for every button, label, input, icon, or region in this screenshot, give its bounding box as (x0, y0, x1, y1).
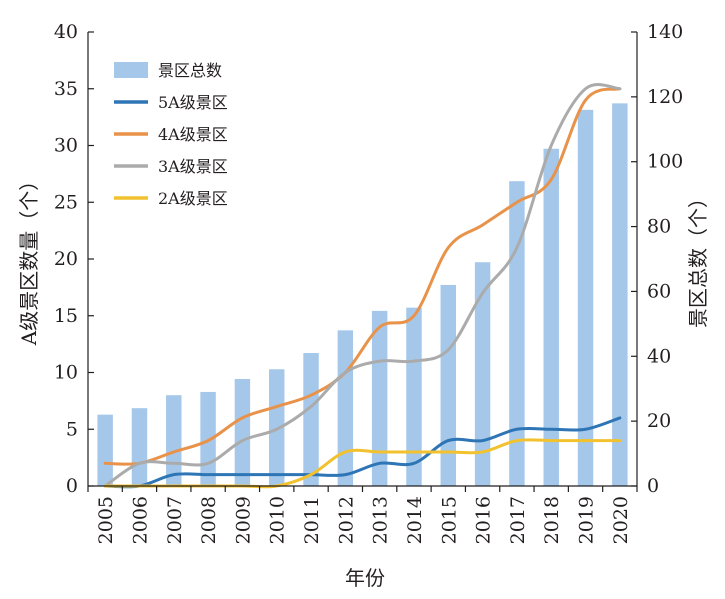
x-tick-label-2007: 2007 (164, 496, 186, 544)
bar-2020 (612, 103, 628, 486)
bar-2013 (371, 310, 388, 486)
x-tick-label-2012: 2012 (335, 496, 357, 544)
bar-2007 (166, 395, 182, 486)
y-right-tick-label: 100 (647, 151, 683, 173)
legend-label-2: 5A级景区 (158, 93, 228, 112)
axes-group: 0 5 10 15 20 25 30 35 40 0 20 40 60 80 100 120 140 2005 20… (54, 21, 683, 544)
x-tick-label-2020: 2020 (610, 496, 632, 544)
y-left-tick-label: 5 (66, 418, 78, 440)
y-left-tick-label: 20 (54, 248, 78, 270)
bar-2018 (543, 148, 559, 486)
y-right-tick-label: 140 (647, 21, 683, 43)
bar-2006 (131, 408, 148, 486)
y-axis-left-title: A级景区数量（个） (17, 171, 41, 346)
bar-2012 (337, 330, 354, 486)
x-tick-label-2008: 2008 (198, 496, 220, 544)
x-tick-label-2013: 2013 (370, 496, 392, 544)
x-tick-label-2015: 2015 (438, 496, 460, 544)
bar-2011 (303, 353, 319, 486)
bar-2005 (97, 414, 113, 486)
y-left-tick-label: 40 (54, 21, 78, 43)
legend-label-1: 景区总数 (158, 61, 222, 80)
series-line-1 (103, 416, 622, 489)
x-tick-label-2011: 2011 (301, 496, 323, 544)
bar-2019 (577, 109, 594, 486)
y-right-tick-label: 120 (647, 86, 683, 108)
y-right-tick-label: 60 (647, 280, 671, 302)
lines-group (103, 83, 622, 489)
y-right-tick-label: 80 (647, 216, 671, 238)
x-tick-label-2006: 2006 (129, 496, 151, 544)
y-left-tick-label: 15 (54, 305, 78, 327)
legend-label-3: 4A级景区 (158, 125, 228, 144)
legend-label-4: 3A级景区 (158, 157, 228, 176)
y-left-tick-label: 10 (54, 362, 78, 384)
x-tick-label-2018: 2018 (541, 496, 563, 544)
y-right-tick-label: 20 (647, 410, 671, 432)
x-tick-label-2016: 2016 (473, 496, 495, 544)
x-tick-label-2019: 2019 (576, 496, 598, 544)
series-line-2 (103, 87, 622, 466)
legend: 景区总数 5A级景区 4A级景区 3A级景区 2A级景区 (114, 61, 228, 208)
x-tick-label-2010: 2010 (267, 496, 289, 544)
x-tick-label-2017: 2017 (507, 496, 529, 544)
bar-2015 (440, 284, 457, 486)
bar-2016 (474, 262, 491, 486)
legend-label-5: 2A级景区 (158, 189, 228, 208)
x-axis-title: 年份 (345, 566, 385, 590)
y-left-tick-label: 0 (66, 475, 78, 497)
x-tick-label-2005: 2005 (95, 496, 117, 544)
legend-swatch-1 (114, 62, 148, 78)
x-tick-label-2009: 2009 (232, 496, 254, 544)
y-left-tick-label: 30 (54, 135, 78, 157)
y-right-tick-label: 40 (647, 345, 671, 367)
y-left-tick-label: 25 (54, 191, 78, 213)
y-left-tick-label: 35 (54, 78, 78, 100)
x-tick-label-2014: 2014 (404, 496, 426, 544)
series-line-3 (103, 83, 622, 488)
bar-2014 (406, 307, 422, 486)
y-axis-right-title: 景区总数（个） (686, 188, 710, 328)
y-right-tick-label: 0 (647, 475, 659, 497)
bar-2009 (234, 378, 251, 486)
